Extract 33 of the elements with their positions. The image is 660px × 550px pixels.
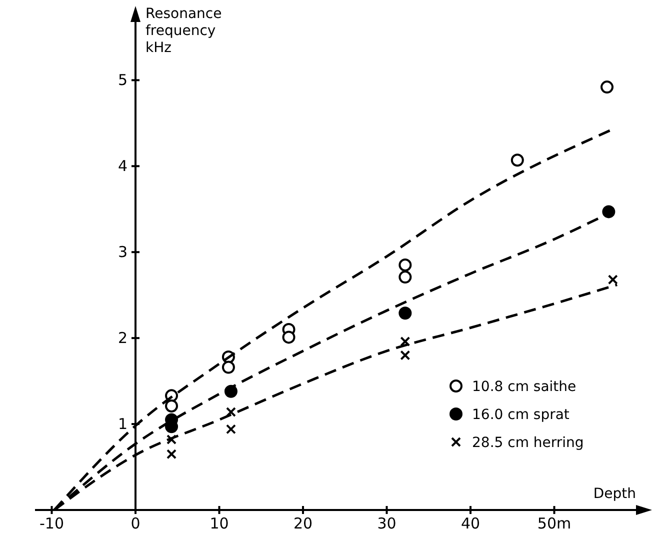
point (222, 360, 235, 374)
point (226, 424, 236, 434)
point (608, 274, 618, 285)
point (166, 434, 177, 445)
x-tick-label: -10 (40, 514, 64, 533)
legend-label: 16.0 cm sprat (472, 407, 570, 423)
point (398, 270, 412, 284)
x-tick-label: 0 (130, 514, 140, 533)
point (166, 449, 177, 460)
point (602, 205, 616, 218)
y-axis-title: Resonance frequency kHz (146, 6, 222, 56)
y-tick-label: 2 (118, 328, 128, 347)
point (165, 399, 178, 412)
y-tick-label: 4 (118, 156, 128, 175)
y-tick-label: 5 (118, 70, 128, 89)
x-tick-label: 10 (210, 514, 229, 533)
legend-label: 28.5 cm herring (472, 435, 584, 451)
point (400, 350, 410, 360)
point (282, 330, 296, 344)
point (398, 258, 412, 272)
x-tick-label: 30 (377, 514, 396, 533)
point (600, 80, 614, 94)
x-tick-label: 50m (537, 514, 572, 533)
point (398, 306, 412, 320)
legend-label: 10.8 cm saithe (472, 379, 576, 395)
x-axis-title: Depth (593, 486, 636, 502)
point (226, 407, 236, 417)
x-tick-label: 20 (293, 514, 313, 533)
point (400, 336, 410, 347)
point (510, 154, 524, 167)
y-tick-label: 1 (118, 414, 128, 433)
y-tick-label: 3 (118, 242, 128, 261)
x-tick-label: 40 (460, 514, 480, 533)
